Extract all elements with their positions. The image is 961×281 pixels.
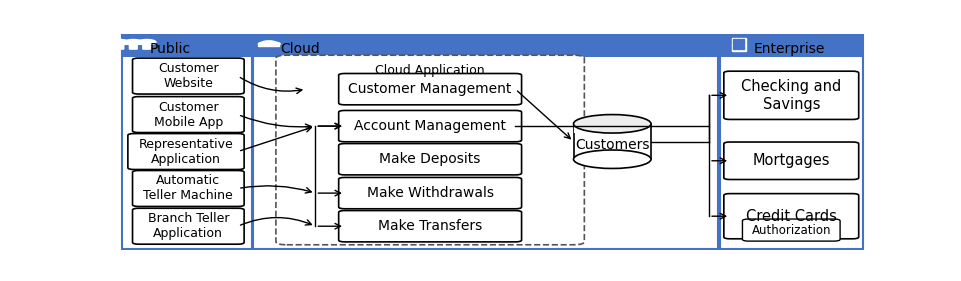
Text: Authorization: Authorization — [752, 224, 831, 237]
Text: Customer
Mobile App: Customer Mobile App — [154, 101, 223, 129]
FancyBboxPatch shape — [338, 110, 522, 142]
Text: Customer Management: Customer Management — [349, 82, 512, 96]
Bar — [737, 39, 740, 42]
Bar — [731, 38, 746, 51]
Ellipse shape — [574, 115, 651, 133]
FancyBboxPatch shape — [724, 71, 859, 119]
Text: Checking and
Savings: Checking and Savings — [741, 79, 842, 112]
Circle shape — [124, 40, 142, 45]
FancyBboxPatch shape — [128, 133, 244, 169]
Bar — [733, 39, 736, 42]
Ellipse shape — [574, 150, 651, 169]
FancyBboxPatch shape — [133, 171, 244, 207]
FancyBboxPatch shape — [133, 97, 244, 133]
Bar — [720, 35, 863, 57]
Text: Mortgages: Mortgages — [752, 153, 830, 168]
Circle shape — [259, 42, 270, 46]
FancyBboxPatch shape — [338, 74, 522, 105]
Circle shape — [261, 41, 277, 45]
Bar — [574, 124, 651, 159]
Text: Customer
Website: Customer Website — [158, 62, 219, 90]
Bar — [737, 42, 740, 45]
Bar — [254, 35, 719, 249]
Text: Public: Public — [150, 42, 190, 56]
Circle shape — [137, 40, 156, 45]
Text: Cloud: Cloud — [280, 42, 319, 56]
Text: Representative
Application: Representative Application — [138, 137, 234, 166]
FancyBboxPatch shape — [133, 58, 244, 94]
Text: Make Withdrawals: Make Withdrawals — [367, 186, 494, 200]
Bar — [733, 42, 736, 45]
Text: Cloud Application: Cloud Application — [376, 64, 485, 77]
Text: Customers: Customers — [575, 138, 650, 152]
Bar — [122, 35, 252, 57]
Bar — [737, 46, 740, 49]
Bar — [720, 35, 863, 249]
Bar — [741, 39, 745, 42]
Text: Make Transfers: Make Transfers — [378, 219, 482, 233]
Text: Enterprise: Enterprise — [754, 42, 825, 56]
Text: Automatic
Teller Machine: Automatic Teller Machine — [143, 175, 234, 203]
FancyBboxPatch shape — [338, 210, 522, 242]
FancyBboxPatch shape — [143, 44, 151, 49]
Circle shape — [268, 42, 280, 46]
FancyBboxPatch shape — [724, 194, 859, 239]
FancyBboxPatch shape — [116, 44, 124, 49]
Bar — [741, 46, 745, 49]
FancyBboxPatch shape — [743, 219, 840, 241]
FancyBboxPatch shape — [130, 44, 137, 49]
FancyBboxPatch shape — [133, 208, 244, 244]
FancyBboxPatch shape — [724, 142, 859, 180]
Text: Credit Cards: Credit Cards — [746, 209, 837, 224]
Bar — [259, 44, 280, 46]
Bar — [122, 35, 252, 249]
Circle shape — [111, 40, 129, 45]
Text: Account Management: Account Management — [354, 119, 506, 133]
Text: Make Deposits: Make Deposits — [380, 152, 480, 166]
Bar — [575, 124, 651, 133]
Bar — [733, 46, 736, 49]
Bar — [741, 42, 745, 45]
Text: Branch Teller
Application: Branch Teller Application — [148, 212, 229, 240]
FancyBboxPatch shape — [276, 55, 584, 245]
FancyBboxPatch shape — [338, 144, 522, 175]
FancyBboxPatch shape — [338, 177, 522, 209]
Bar — [254, 35, 719, 57]
